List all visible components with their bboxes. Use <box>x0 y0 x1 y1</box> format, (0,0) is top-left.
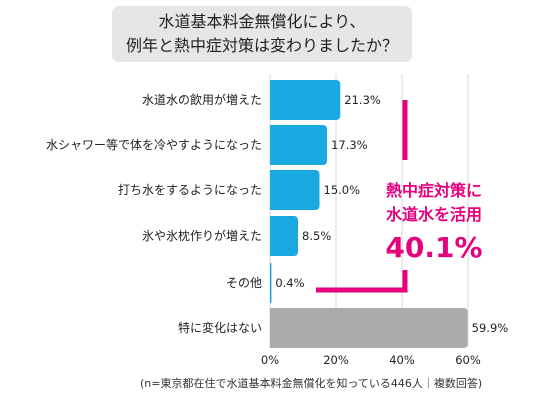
category-label: 水道水の飲用が増えた <box>142 92 262 107</box>
x-tick-label: 0% <box>261 353 279 367</box>
value-label: 59.9% <box>472 321 509 335</box>
value-label: 0.4% <box>275 276 304 290</box>
category-label: 氷や氷枕作りが増えた <box>142 228 262 243</box>
bar-3-edge <box>270 170 275 210</box>
bar-6-edge <box>270 308 275 348</box>
x-tick-label: 20% <box>323 353 349 367</box>
x-tick-label: 60% <box>455 353 481 367</box>
chart-title-line-2: 例年と熱中症対策は変わりましたか？ <box>125 36 398 55</box>
bar-2 <box>270 125 328 165</box>
category-label: 打ち水をするようになった <box>118 183 262 197</box>
bar-4-edge <box>270 216 275 256</box>
value-label: 21.3% <box>344 93 381 107</box>
bar-1 <box>270 80 341 120</box>
value-label: 17.3% <box>331 138 368 152</box>
chart-title: 水道基本料金無償化により、 例年と熱中症対策は変わりましたか？ <box>112 6 412 62</box>
footnote: (n=東京都在住で水道基本料金無償化を知っている446人｜複数回答) <box>140 377 483 390</box>
value-label: 8.5% <box>302 229 331 243</box>
category-label: 水シャワー等で体を冷やすようになった <box>46 138 262 152</box>
value-label: 15.0% <box>324 183 361 197</box>
bar-4 <box>270 216 299 256</box>
bar-6 <box>270 308 468 348</box>
category-label: その他 <box>226 276 262 290</box>
annotation-value: 40.1% <box>385 231 482 264</box>
chart-title-line-1: 水道基本料金無償化により、 <box>158 12 366 31</box>
bar-2-edge <box>270 125 275 165</box>
annotation-line-1: 熱中症対策に <box>386 181 482 200</box>
annotation-bracket-bottom <box>316 270 408 293</box>
bar-1-edge <box>270 80 275 120</box>
bar-5-edge <box>270 263 272 303</box>
category-label: 特に変化はない <box>178 320 262 335</box>
annotation-line-2: 水道水を活用 <box>386 205 482 224</box>
bar-3 <box>270 170 320 210</box>
x-tick-label: 40% <box>389 353 415 367</box>
